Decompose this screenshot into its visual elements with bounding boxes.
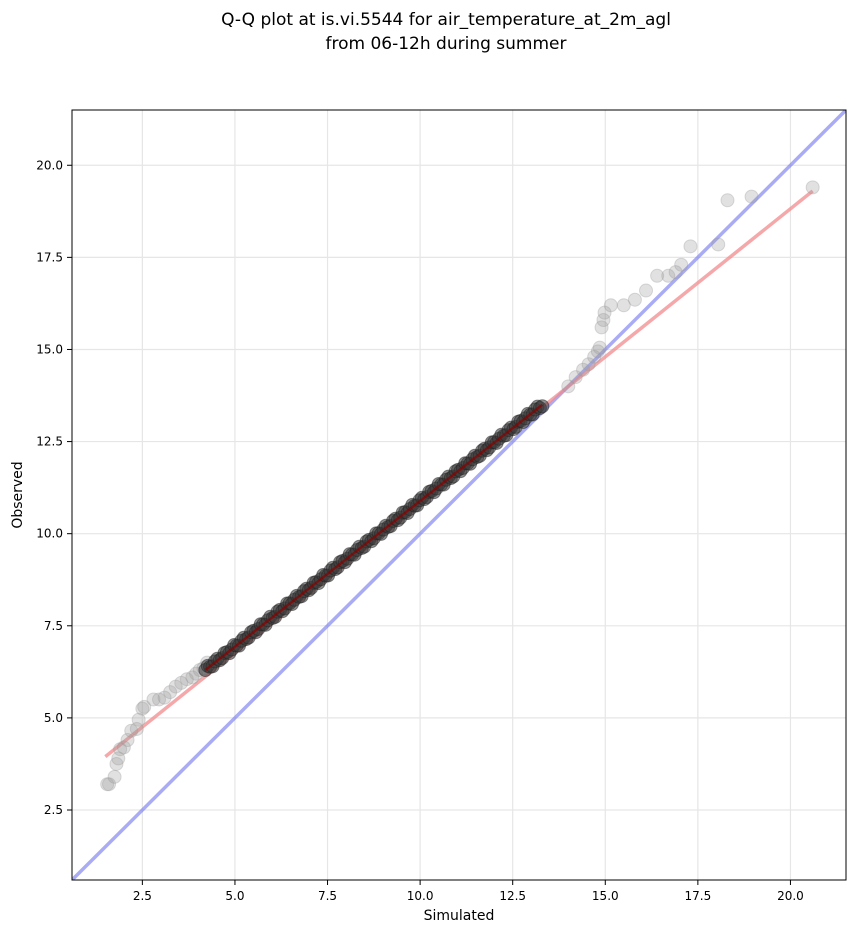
data-point-29 (587, 349, 602, 364)
data-point-25 (561, 379, 576, 394)
data-point-20 (185, 670, 200, 685)
y-axis-label: Observed (10, 461, 26, 528)
data-point-3 (109, 756, 124, 771)
data-point-34 (597, 305, 612, 320)
data-point-0 (100, 777, 115, 792)
data-point-47 (805, 180, 820, 195)
x-tick-label-3: 10.0 (407, 889, 434, 903)
data-point-45 (720, 193, 735, 208)
y-tick-label-0: 2.5 (44, 803, 63, 817)
data-point-11 (135, 701, 150, 716)
data-point-28 (581, 357, 596, 372)
y-tick-label-2: 7.5 (44, 619, 63, 633)
x-axis-ticks: 2.5 5.0 7.5 10.0 12.5 15.0 17.5 20.0 (133, 880, 804, 903)
data-point-27 (576, 362, 591, 377)
x-axis-label: Simulated (424, 908, 495, 924)
data-point-40 (661, 268, 676, 283)
data-point-13 (146, 692, 161, 707)
data-point-33 (596, 313, 611, 327)
data-point-17 (168, 679, 183, 694)
data-point-36 (616, 298, 631, 313)
grid-lines (72, 110, 846, 880)
data-point-37 (627, 292, 642, 307)
chart-title-line1: Q-Q plot at is.vi.5544 for air_temperatu… (221, 10, 671, 30)
data-point-4 (111, 751, 126, 766)
y-axis-ticks: 2.5 5.0 7.5 10.0 12.5 15.0 17.5 20.0 (36, 158, 72, 817)
data-point-10 (131, 712, 146, 727)
x-tick-label-7: 20.0 (777, 889, 804, 903)
y-tick-label-6: 17.5 (36, 250, 63, 264)
x-tick-label-0: 2.5 (133, 889, 152, 903)
data-point-8 (124, 723, 139, 738)
x-tick-label-2: 7.5 (318, 889, 337, 903)
y-tick-label-7: 20.0 (36, 158, 63, 172)
plot-area-frame (71, 109, 847, 881)
x-tick-label-1: 5.0 (225, 889, 244, 903)
data-points (100, 180, 820, 792)
data-point-26 (568, 370, 583, 385)
data-point-42 (674, 257, 689, 272)
data-point-5 (113, 742, 128, 757)
y-tick-label-4: 12.5 (36, 435, 63, 449)
y-tick-label-5: 15.0 (36, 342, 63, 356)
dense-point-cluster (198, 399, 550, 677)
data-point-12 (137, 699, 152, 714)
data-point-38 (639, 283, 654, 298)
data-point-1 (102, 777, 117, 792)
reference-lines (72, 110, 846, 880)
data-point-9 (129, 721, 144, 736)
data-point-35 (603, 298, 618, 313)
x-tick-label-5: 15.0 (592, 889, 619, 903)
data-point-18 (174, 675, 189, 690)
data-point-15 (157, 690, 172, 705)
data-point-7 (120, 733, 135, 747)
data-point-46 (744, 189, 759, 204)
x-tick-label-4: 12.5 (499, 889, 526, 903)
y-tick-label-1: 5.0 (44, 711, 63, 725)
data-point-16 (163, 685, 178, 700)
data-point-39 (650, 268, 665, 283)
data-point-43 (683, 239, 698, 254)
data-point-44 (711, 237, 726, 252)
data-point-41 (668, 265, 683, 280)
data-point-6 (116, 740, 131, 755)
x-tick-label-6: 17.5 (685, 889, 712, 903)
data-point-31 (592, 340, 607, 355)
data-point-14 (152, 692, 167, 707)
data-point-32 (594, 320, 609, 335)
data-point-30 (590, 344, 605, 359)
y-tick-label-3: 10.0 (36, 527, 63, 541)
chart-title-line2: from 06-12h during summer (326, 34, 567, 54)
data-point-19 (179, 672, 194, 687)
data-point-2 (107, 769, 122, 784)
identity-line (72, 110, 846, 880)
core-fit-segment (204, 403, 544, 671)
